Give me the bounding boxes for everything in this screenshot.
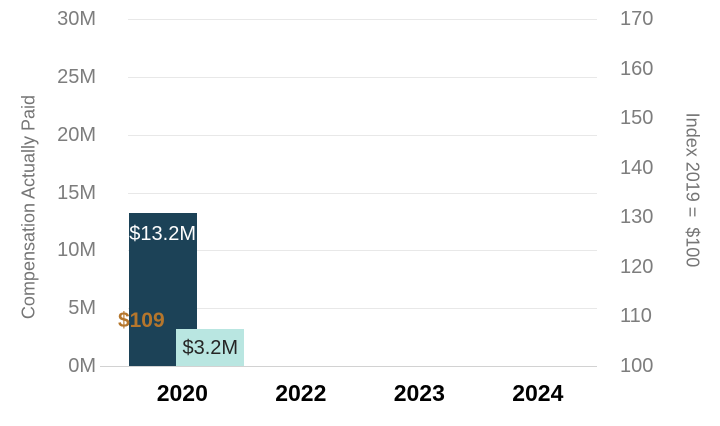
index-value-label: $109 (117, 309, 165, 333)
right-axis-tick-label: 130 (620, 206, 654, 229)
bar-data-label: $13.2M (129, 223, 197, 246)
right-axis-tick-label: 160 (620, 57, 654, 80)
gridline (128, 134, 597, 136)
x-axis-line (100, 366, 597, 367)
x-axis-category-label: 2023 (393, 380, 445, 406)
right-axis-tick-label: 120 (620, 255, 654, 278)
x-axis-category-label: 2024 (512, 380, 564, 406)
gridline (128, 19, 597, 20)
bar-data-label: $3.2M (182, 336, 239, 359)
left-axis-tick-label: 25M (57, 65, 96, 88)
left-axis-tick-label: 15M (57, 181, 96, 204)
right-axis-tick-label: 100 (620, 355, 654, 377)
left-axis-tick-label: 20M (57, 123, 96, 146)
right-axis-tick-label: 140 (620, 156, 654, 179)
right-axis-tick-label: 110 (620, 305, 652, 328)
x-axis-category-label: 2022 (275, 380, 327, 406)
gridline (128, 192, 597, 194)
right-axis-tick-label: 150 (620, 107, 654, 130)
gridline (128, 76, 597, 78)
left-axis-tick-label: 5M (68, 297, 96, 320)
gridline (128, 308, 597, 310)
left-axis-tick-label: 30M (57, 8, 96, 30)
left-axis-tick-label: 10M (57, 239, 96, 262)
x-axis-category-label: 2020 (156, 380, 208, 406)
right-axis-tick-label: 170 (620, 8, 654, 30)
gridline (128, 250, 597, 252)
secondary-measure-bar[interactable] (176, 329, 245, 366)
left-axis-tick-label: 0M (68, 355, 96, 377)
